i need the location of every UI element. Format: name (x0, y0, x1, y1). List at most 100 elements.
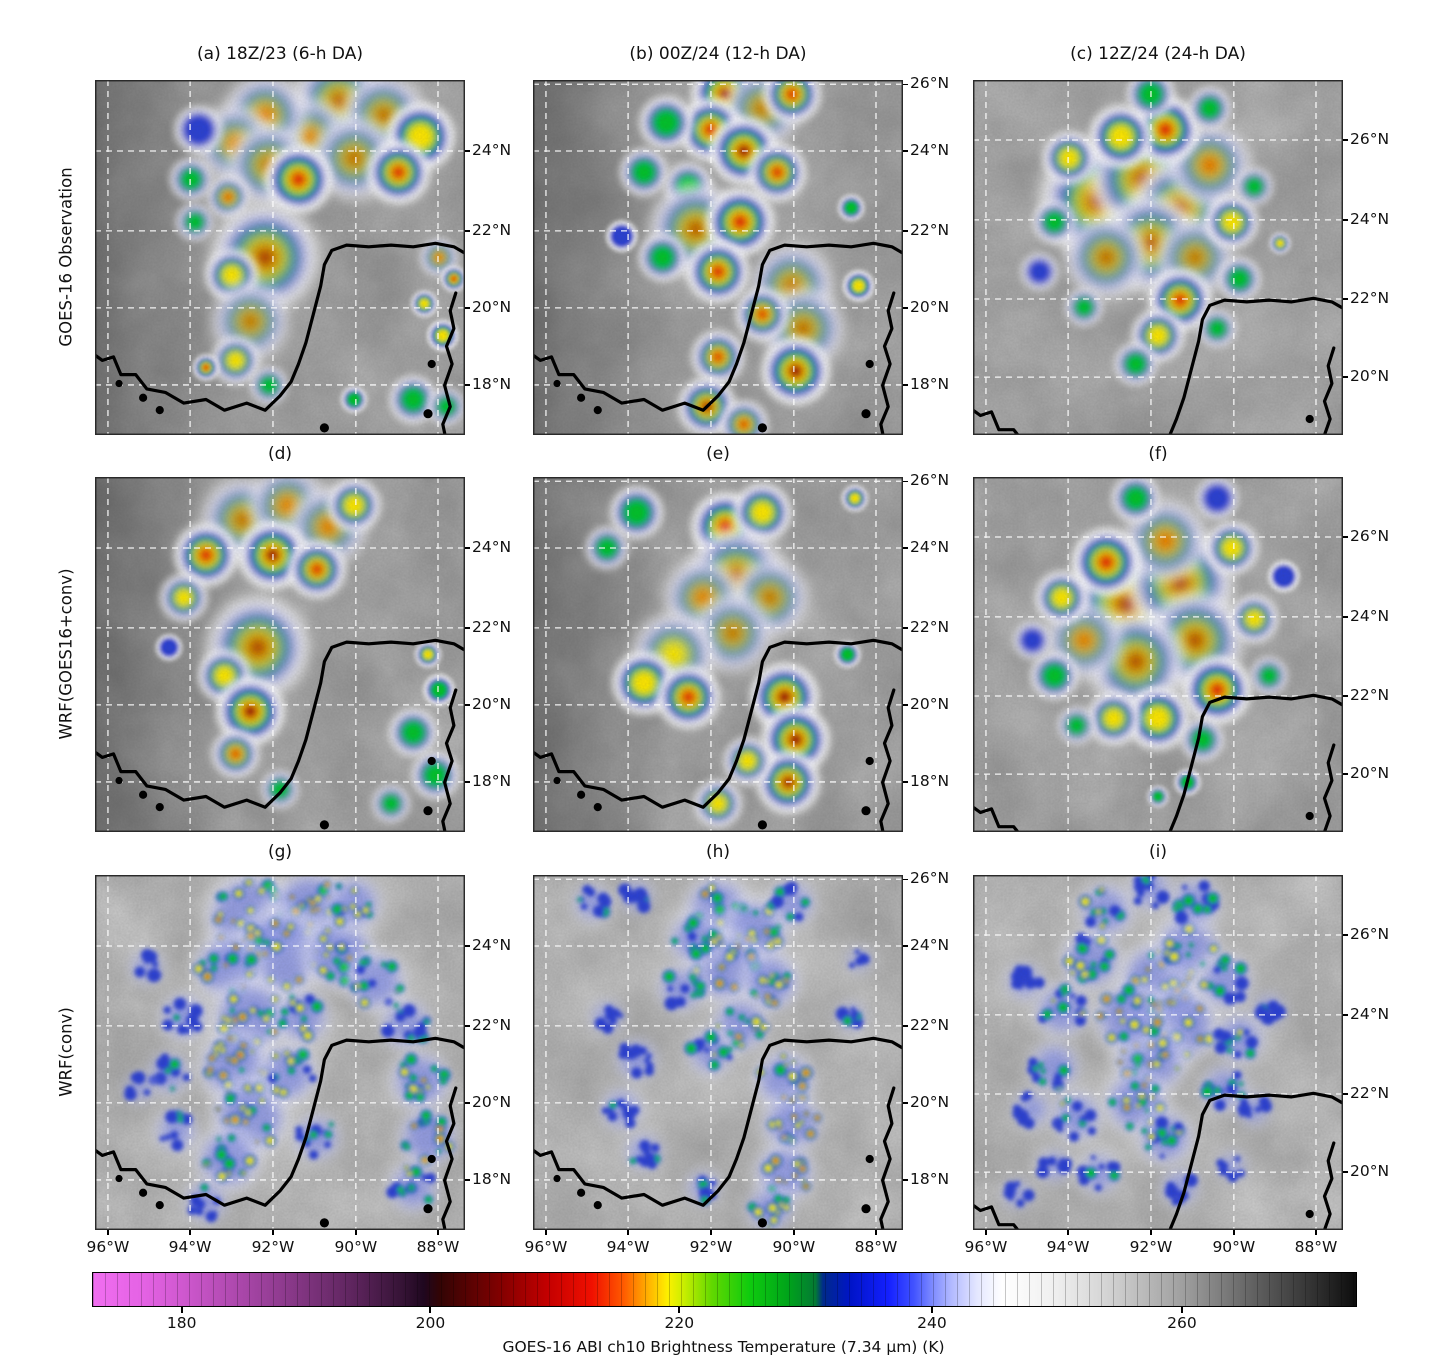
lat-tick-label: 18°N (472, 374, 512, 393)
grid-lines (533, 477, 903, 832)
lat-tick-mark (465, 945, 470, 947)
panel-title-b: (b) 00Z/24 (12-h DA) (629, 44, 807, 64)
map-panel-b (533, 80, 903, 435)
lon-tick-label: 90°W (772, 1238, 816, 1256)
lat-tick-label: 18°N (472, 771, 512, 790)
lat-tick-mark (903, 945, 908, 947)
lat-tick-label: 18°N (910, 374, 950, 393)
lat-tick-label: 24°N (910, 141, 950, 159)
lon-tick-label: 90°W (1212, 1238, 1256, 1256)
satellite-map-image (533, 875, 903, 1230)
panel-title-d: (d) (267, 444, 293, 464)
lat-tick-label: 24°N (910, 936, 950, 954)
lat-tick-label: 24°N (472, 936, 512, 954)
grid-lines (533, 875, 903, 1230)
lat-tick-mark (903, 384, 908, 386)
colorbar-tick-mark (180, 1306, 183, 1313)
panel-title-f: (f) (1148, 444, 1168, 464)
lat-tick-label: 18°N (472, 1169, 512, 1188)
grid-lines (973, 477, 1343, 832)
lat-tick-label: 24°N (1350, 606, 1390, 625)
panel-title-e: (e) (706, 444, 730, 464)
colorbar-tick-label: 220 (664, 1314, 695, 1332)
panel-title-c: (c) 12Z/24 (24-h DA) (1070, 44, 1246, 64)
lat-tick-label: 24°N (910, 538, 950, 556)
map-panel-f (973, 477, 1343, 832)
map-panel-a (95, 80, 465, 435)
map-panel-h (533, 875, 903, 1230)
lat-tick-mark (1343, 934, 1348, 936)
lat-tick-mark (465, 230, 470, 232)
lat-tick-label: 24°N (1350, 1004, 1390, 1023)
lat-tick-label: 20°N (910, 297, 950, 316)
lat-tick-mark (1343, 1171, 1348, 1173)
lat-tick-label: 22°N (472, 220, 512, 239)
lat-tick-label: 22°N (472, 617, 512, 636)
lon-tick-mark (437, 1230, 439, 1235)
lat-tick-label: 20°N (1350, 764, 1390, 783)
row-label-wrf-conv: WRF(conv) (56, 1007, 76, 1097)
lat-tick-label: 26°N (1350, 129, 1390, 148)
colorbar-tick-mark (678, 1306, 681, 1313)
lat-tick-mark (903, 1025, 908, 1027)
grid-lines (973, 875, 1343, 1230)
lon-tick-mark (272, 1230, 274, 1235)
lat-tick-mark (465, 150, 470, 152)
lat-tick-mark (1343, 616, 1348, 618)
lon-tick-label: 94°W (168, 1238, 212, 1256)
lat-tick-label: 24°N (1350, 209, 1390, 228)
lat-tick-mark (903, 1102, 908, 1104)
grid-lines (533, 80, 903, 435)
lat-tick-mark (1343, 695, 1348, 697)
colorbar-tick-label: 240 (917, 1314, 947, 1332)
colorbar-tick-label: 260 (1167, 1314, 1197, 1332)
lon-tick-label: 88°W (854, 1238, 898, 1256)
lat-tick-label: 24°N (472, 141, 512, 159)
coastline (533, 638, 903, 832)
lat-tick-mark (465, 384, 470, 386)
coastline (533, 241, 903, 435)
lat-tick-mark (903, 781, 908, 783)
satellite-map-image (533, 477, 903, 832)
lat-tick-mark (1343, 376, 1348, 378)
lat-tick-mark (903, 704, 908, 706)
lon-tick-mark (355, 1230, 357, 1235)
lon-tick-label: 92°W (689, 1238, 733, 1256)
lat-tick-mark (465, 307, 470, 309)
lat-tick-label: 22°N (910, 1015, 950, 1034)
lon-tick-mark (1150, 1230, 1152, 1235)
lat-tick-mark (465, 1025, 470, 1027)
grid-lines (973, 80, 1343, 435)
satellite-map-image (95, 477, 465, 832)
colorbar-segment-lines (93, 1273, 1356, 1306)
lat-tick-label: 26°N (910, 471, 950, 490)
lat-tick-label: 20°N (910, 694, 950, 713)
lat-tick-mark (903, 307, 908, 309)
panel-title-h: (h) (705, 842, 731, 862)
lon-tick-label: 96°W (86, 1238, 130, 1256)
lat-tick-mark (1343, 773, 1348, 775)
lon-tick-label: 92°W (251, 1238, 295, 1256)
lat-tick-label: 18°N (910, 1169, 950, 1188)
lon-tick-mark (793, 1230, 795, 1235)
lat-tick-mark (465, 1179, 470, 1181)
row-label-goes16-observation: GOES-16 Observation (56, 167, 76, 347)
colorbar-tick-label: 180 (166, 1314, 197, 1332)
lat-tick-mark (1343, 219, 1348, 221)
lat-tick-label: 22°N (1350, 1084, 1390, 1103)
lon-tick-mark (627, 1230, 629, 1235)
lat-tick-label: 22°N (1350, 686, 1390, 705)
lat-tick-mark (1343, 298, 1348, 300)
lat-tick-label: 20°N (1350, 367, 1390, 386)
lat-tick-mark (903, 1179, 908, 1181)
lat-tick-mark (465, 1102, 470, 1104)
panel-title-g: (g) (267, 842, 293, 862)
map-panel-g (95, 875, 465, 1230)
coastline (533, 1036, 903, 1230)
coastline (95, 1036, 465, 1230)
satellite-map-image (973, 80, 1343, 435)
lon-tick-mark (107, 1230, 109, 1235)
satellite-map-image (95, 80, 465, 435)
lat-tick-mark (903, 150, 908, 152)
map-panel-e (533, 477, 903, 832)
